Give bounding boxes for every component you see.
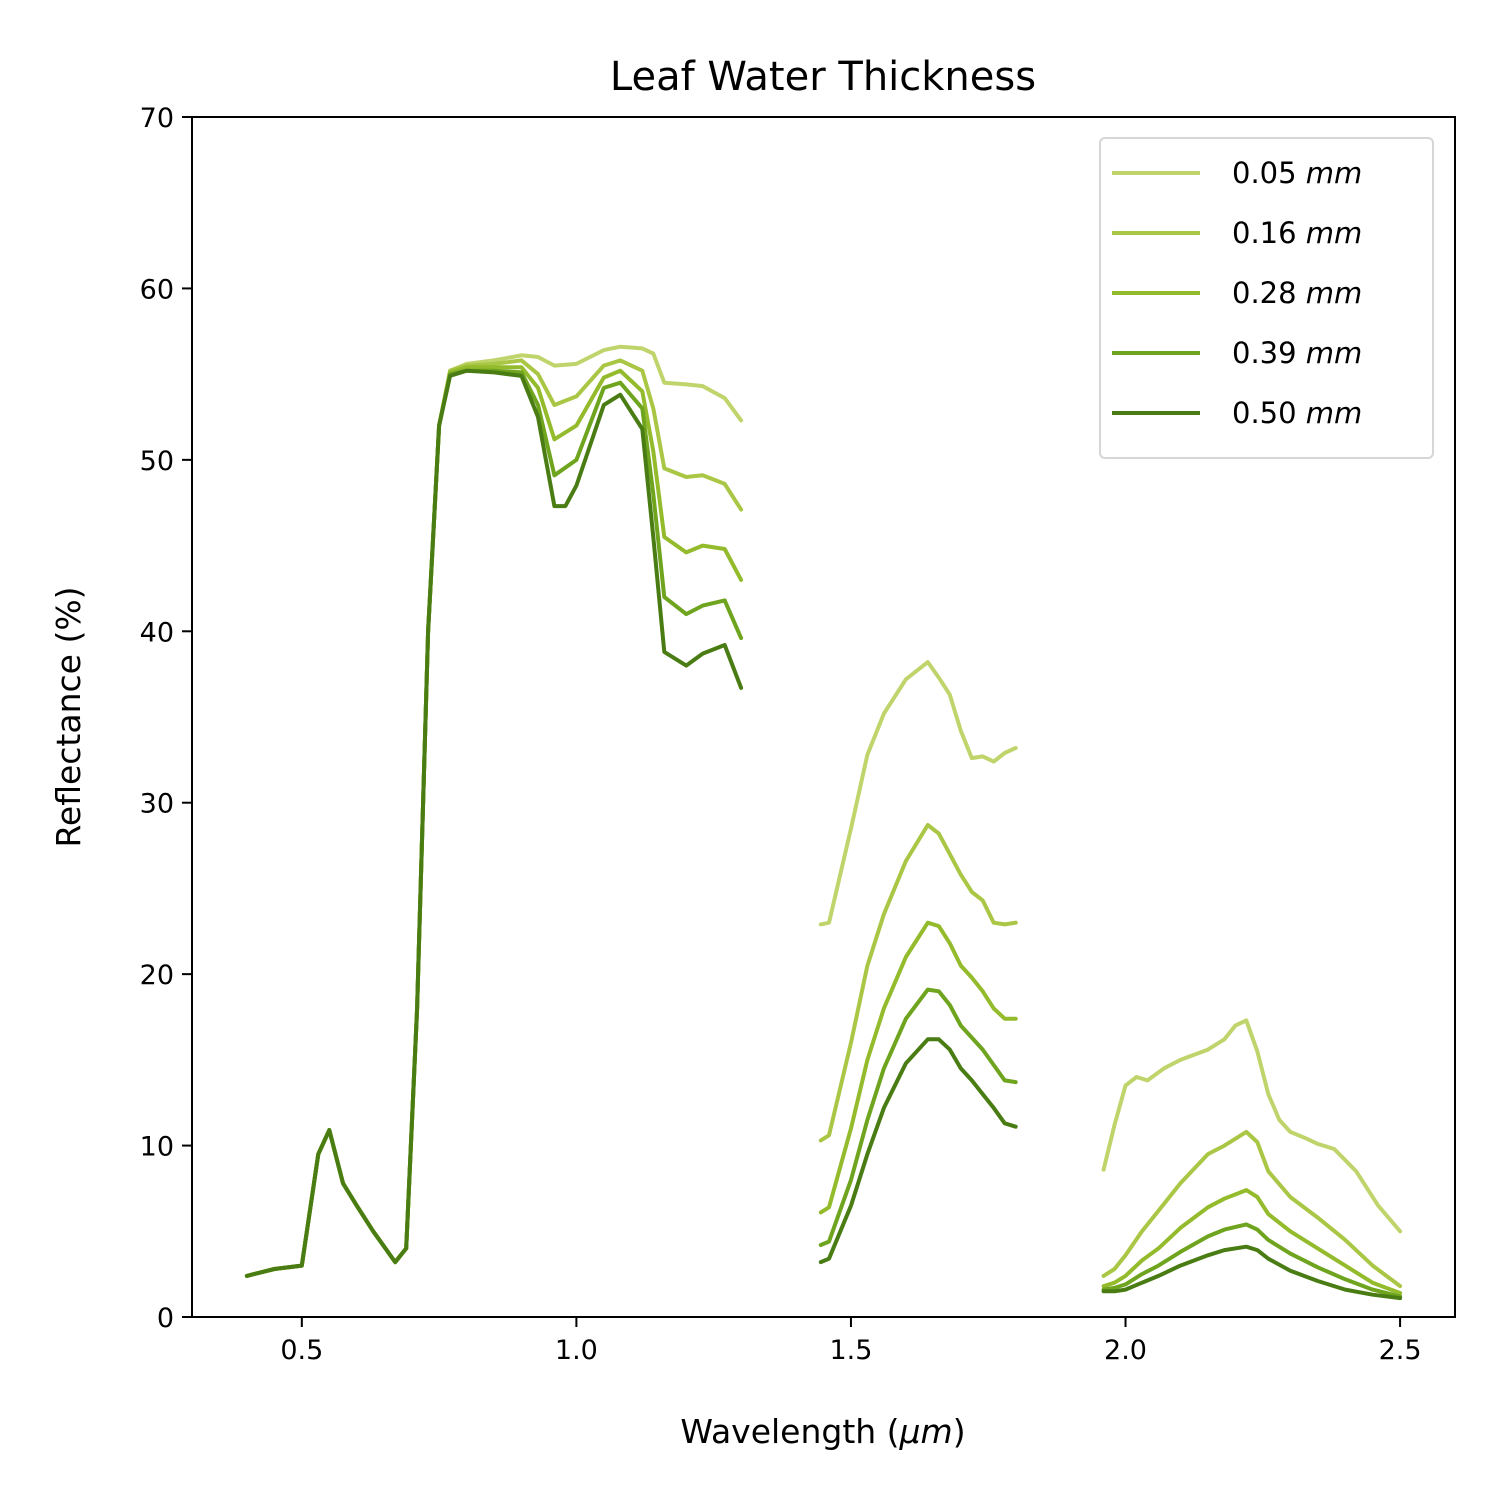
series-line (818, 1037, 1018, 1265)
x-tick-label: 2.5 (1379, 1335, 1422, 1366)
x-tick-label: 2.0 (1104, 1335, 1147, 1366)
series-line (1101, 1129, 1403, 1289)
series-line (1101, 1188, 1403, 1295)
series-line (1101, 1244, 1403, 1301)
legend-label: 0.05 mm (1232, 156, 1362, 190)
y-tick-label: 30 (140, 789, 174, 820)
legend: 0.05 mm 0.16 mm 0.28 mm 0.39 mm 0.50 mm (1099, 137, 1434, 459)
legend-label: 0.39 mm (1232, 336, 1362, 370)
plot-lines (244, 344, 1403, 1301)
series-line (818, 823, 1018, 1143)
plot-frame (191, 116, 1456, 1318)
series-line (1101, 1222, 1403, 1299)
x-axis-label: Wavelength (μm) (680, 1412, 965, 1451)
y-tick-label: 70 (140, 103, 174, 134)
x-tick-label: 1.5 (829, 1335, 872, 1366)
series-line (244, 368, 744, 1278)
series-line (818, 920, 1018, 1215)
y-tick-label: 60 (140, 274, 174, 305)
legend-box (1099, 137, 1434, 459)
y-tick-label: 20 (140, 960, 174, 991)
y-tick-label: 10 (140, 1132, 174, 1163)
x-tick-label: 0.5 (280, 1335, 323, 1366)
series-line (1101, 1018, 1403, 1234)
series-line (818, 987, 1018, 1247)
legend-label: 0.16 mm (1232, 216, 1362, 250)
legend-label: 0.28 mm (1232, 276, 1362, 310)
x-tick-label: 1.0 (555, 1335, 598, 1366)
chart-title: Leaf Water Thickness (610, 54, 1036, 100)
legend-label: 0.50 mm (1232, 396, 1362, 430)
y-tick-label: 0 (157, 1303, 174, 1334)
axes: 0.5 1.0 1.5 2.0 2.5 0 10 20 30 40 50 60 70 (140, 103, 1422, 1366)
y-tick-label: 40 (140, 617, 174, 648)
y-tick-label: 50 (140, 446, 174, 477)
y-axis-label: Reflectance (%) (49, 586, 88, 847)
series-line (818, 660, 1018, 927)
